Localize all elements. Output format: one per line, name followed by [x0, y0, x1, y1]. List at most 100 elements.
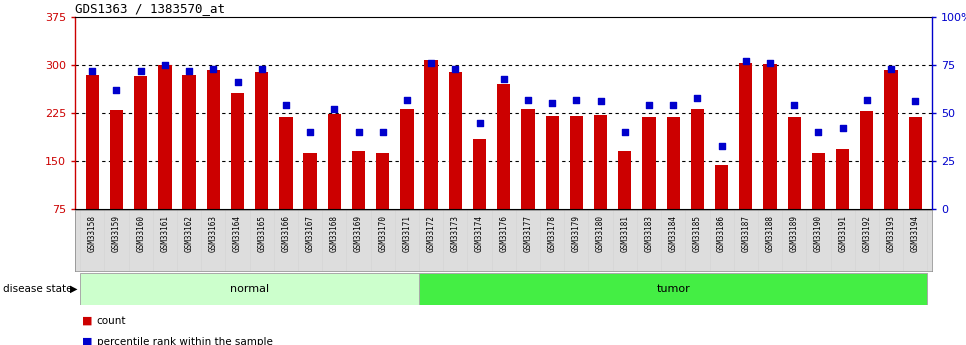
- Text: GDS1363 / 1383570_at: GDS1363 / 1383570_at: [75, 2, 225, 15]
- Point: [666, 102, 681, 108]
- Point: [907, 99, 923, 104]
- Text: disease state: disease state: [3, 284, 72, 294]
- Point: [690, 95, 705, 100]
- Text: percentile rank within the sample: percentile rank within the sample: [97, 337, 272, 345]
- Point: [521, 97, 536, 102]
- Point: [133, 68, 149, 73]
- Bar: [279, 117, 293, 209]
- Point: [85, 68, 100, 73]
- Bar: [473, 138, 486, 209]
- Point: [278, 102, 294, 108]
- Text: GSM33171: GSM33171: [403, 215, 412, 252]
- Point: [230, 80, 245, 85]
- Bar: [885, 70, 897, 209]
- Point: [254, 66, 270, 72]
- Bar: [691, 109, 704, 209]
- Text: GSM33170: GSM33170: [379, 215, 387, 252]
- Bar: [667, 117, 680, 209]
- Point: [593, 99, 609, 104]
- Point: [617, 129, 633, 135]
- Text: GSM33161: GSM33161: [160, 215, 169, 252]
- Point: [835, 126, 850, 131]
- Text: GSM33184: GSM33184: [668, 215, 678, 252]
- Point: [545, 101, 560, 106]
- Bar: [618, 151, 632, 209]
- Point: [351, 129, 366, 135]
- Point: [399, 97, 414, 102]
- Point: [786, 102, 802, 108]
- Text: ■: ■: [82, 316, 93, 326]
- Text: ▶: ▶: [70, 284, 77, 294]
- Text: GSM33159: GSM33159: [112, 215, 121, 252]
- Bar: [715, 165, 728, 209]
- Point: [497, 76, 512, 81]
- Point: [810, 129, 826, 135]
- Bar: [231, 92, 244, 209]
- Text: GSM33177: GSM33177: [524, 215, 532, 252]
- Text: GSM33191: GSM33191: [838, 215, 847, 252]
- Bar: [255, 71, 269, 209]
- Text: GSM33163: GSM33163: [209, 215, 217, 252]
- Bar: [594, 115, 608, 209]
- Point: [182, 68, 197, 73]
- Text: GSM33190: GSM33190: [814, 215, 823, 252]
- Point: [447, 66, 463, 72]
- Point: [641, 102, 657, 108]
- Bar: [642, 117, 656, 209]
- Bar: [739, 62, 753, 209]
- Bar: [134, 76, 148, 209]
- Text: GSM33169: GSM33169: [355, 215, 363, 252]
- Text: GSM33193: GSM33193: [887, 215, 895, 252]
- Text: GSM33178: GSM33178: [548, 215, 556, 252]
- Bar: [80, 273, 419, 305]
- Bar: [497, 84, 510, 209]
- Point: [883, 66, 898, 72]
- Text: ■: ■: [82, 337, 93, 345]
- Point: [157, 62, 173, 68]
- Bar: [570, 116, 583, 209]
- Text: GSM33187: GSM33187: [741, 215, 751, 252]
- Point: [423, 60, 439, 66]
- Text: GSM33189: GSM33189: [790, 215, 799, 252]
- Bar: [448, 71, 462, 209]
- Bar: [860, 111, 873, 209]
- Point: [327, 106, 342, 112]
- Bar: [787, 117, 801, 209]
- Point: [206, 66, 221, 72]
- Bar: [763, 64, 777, 209]
- Point: [738, 59, 753, 64]
- Text: GSM33167: GSM33167: [305, 215, 315, 252]
- Bar: [158, 65, 172, 209]
- Text: count: count: [97, 316, 127, 326]
- Text: GSM33179: GSM33179: [572, 215, 581, 252]
- Text: GSM33192: GSM33192: [863, 215, 871, 252]
- Bar: [909, 117, 922, 209]
- Bar: [303, 152, 317, 209]
- Text: normal: normal: [230, 284, 270, 294]
- Text: GSM33185: GSM33185: [693, 215, 702, 252]
- Text: GSM33166: GSM33166: [281, 215, 291, 252]
- Bar: [207, 70, 220, 209]
- Text: GSM33160: GSM33160: [136, 215, 145, 252]
- Bar: [376, 152, 389, 209]
- Text: GSM33168: GSM33168: [329, 215, 339, 252]
- Point: [859, 97, 874, 102]
- Point: [569, 97, 584, 102]
- Text: GSM33180: GSM33180: [596, 215, 605, 252]
- Bar: [400, 109, 413, 209]
- Text: GSM33173: GSM33173: [451, 215, 460, 252]
- Text: GSM33194: GSM33194: [911, 215, 920, 252]
- Text: GSM33186: GSM33186: [717, 215, 726, 252]
- Bar: [327, 114, 341, 209]
- Point: [375, 129, 390, 135]
- Point: [302, 129, 318, 135]
- Bar: [110, 110, 123, 209]
- Point: [762, 60, 778, 66]
- Bar: [522, 109, 534, 209]
- Text: tumor: tumor: [656, 284, 690, 294]
- Text: GSM33188: GSM33188: [765, 215, 775, 252]
- Point: [471, 120, 487, 125]
- Text: GSM33158: GSM33158: [88, 215, 97, 252]
- Bar: [811, 152, 825, 209]
- Bar: [546, 116, 559, 209]
